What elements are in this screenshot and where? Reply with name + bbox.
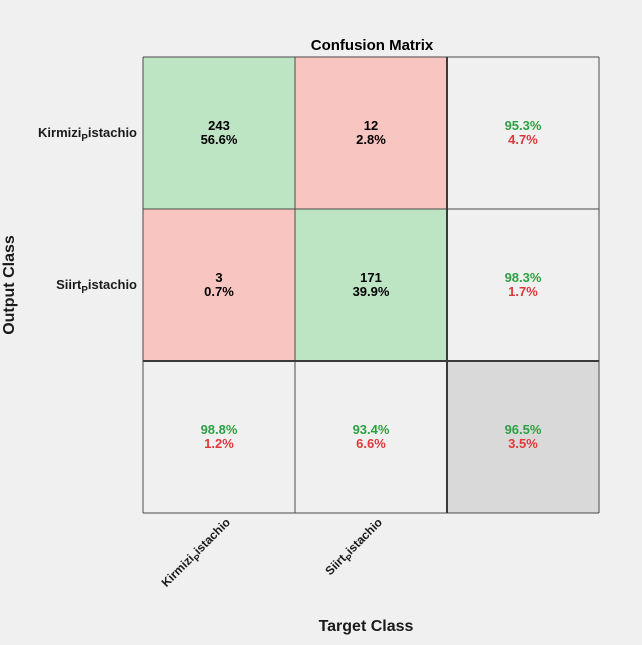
overall-label-bottom: 3.5% [508, 436, 538, 451]
row-summary-1-label-top: 98.3% [505, 270, 542, 285]
row-summary-0-label-bottom: 4.7% [508, 132, 538, 147]
matrix-cell-1-0-label-bottom: 0.7% [204, 284, 234, 299]
overall-cell [447, 361, 599, 513]
x-tick-label-0: KirmiziPistachio [159, 515, 236, 592]
matrix-cell-0-1-label-bottom: 2.8% [356, 132, 386, 147]
row-summary-cell-1 [447, 209, 599, 361]
matrix-cell-1-1 [295, 209, 447, 361]
row-summary-cell-0 [447, 57, 599, 209]
row-summary-1-label-bottom: 1.7% [508, 284, 538, 299]
col-summary-0-label-top: 98.8% [201, 422, 238, 437]
matrix-cell-0-1 [295, 57, 447, 209]
y-axis-label: Output Class [1, 235, 18, 335]
col-summary-0-label-bottom: 1.2% [204, 436, 234, 451]
row-summary-0-label-top: 95.3% [505, 118, 542, 133]
x-tick-label-1: SiirtPistachio [322, 515, 387, 580]
matrix-cell-0-0 [143, 57, 295, 209]
matrix-cell-0-0-label-top: 243 [208, 118, 230, 133]
matrix-cell-1-0-label-top: 3 [215, 270, 222, 285]
matrix-cell-0-1-label-top: 12 [364, 118, 378, 133]
chart-title: Confusion Matrix [311, 37, 434, 54]
y-tick-label-1: SiirtPistachio [56, 277, 137, 296]
col-summary-1-label-bottom: 6.6% [356, 436, 386, 451]
overall-label-top: 96.5% [505, 422, 542, 437]
col-summary-1-label-top: 93.4% [353, 422, 390, 437]
matrix-cell-1-1-label-top: 171 [360, 270, 382, 285]
matrix-cell-0-0-label-bottom: 56.6% [201, 132, 238, 147]
col-summary-cell-0 [143, 361, 295, 513]
y-tick-label-0: KirmiziPistachio [38, 125, 137, 144]
col-summary-cell-1 [295, 361, 447, 513]
x-axis-label: Target Class [319, 618, 414, 635]
matrix-cell-1-0 [143, 209, 295, 361]
matrix-cell-1-1-label-bottom: 39.9% [353, 284, 390, 299]
